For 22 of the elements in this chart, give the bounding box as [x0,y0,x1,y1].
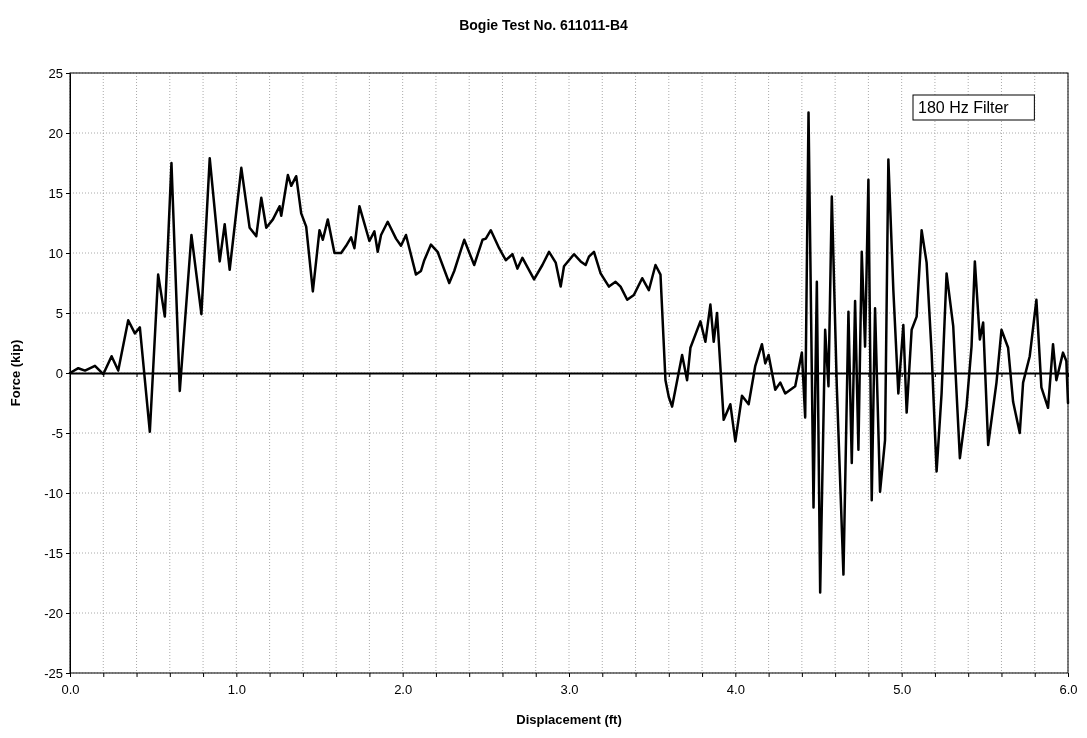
y-tick-label: 10 [48,245,63,261]
chart-title: Bogie Test No. 611011-B4 [459,17,628,33]
x-tick-label: 6.0 [1059,682,1078,698]
y-tick-label: 0 [55,365,63,381]
y-tick-label: 20 [48,125,63,141]
y-tick-label: -20 [44,605,63,621]
x-tick-label: 0.0 [61,682,80,698]
x-tick-label: 4.0 [726,682,745,698]
x-tick-label: 3.0 [560,682,579,698]
x-tick-label: 1.0 [227,682,246,698]
y-tick-label: 5 [55,305,63,321]
y-tick-label: -10 [44,485,63,501]
y-axis-title: Force (kip) [8,339,23,407]
y-tick-label: -25 [44,665,63,681]
y-tick-label: -5 [51,425,63,441]
y-tick-label: -15 [44,545,63,561]
annotation: 180 Hz Filter [918,99,1010,116]
x-tick-label: 5.0 [893,682,912,698]
y-tick-label: 25 [48,65,63,81]
y-tick-label: 15 [48,185,63,201]
x-axis-title: Displacement (ft) [516,712,622,727]
x-tick-label: 2.0 [394,682,413,698]
